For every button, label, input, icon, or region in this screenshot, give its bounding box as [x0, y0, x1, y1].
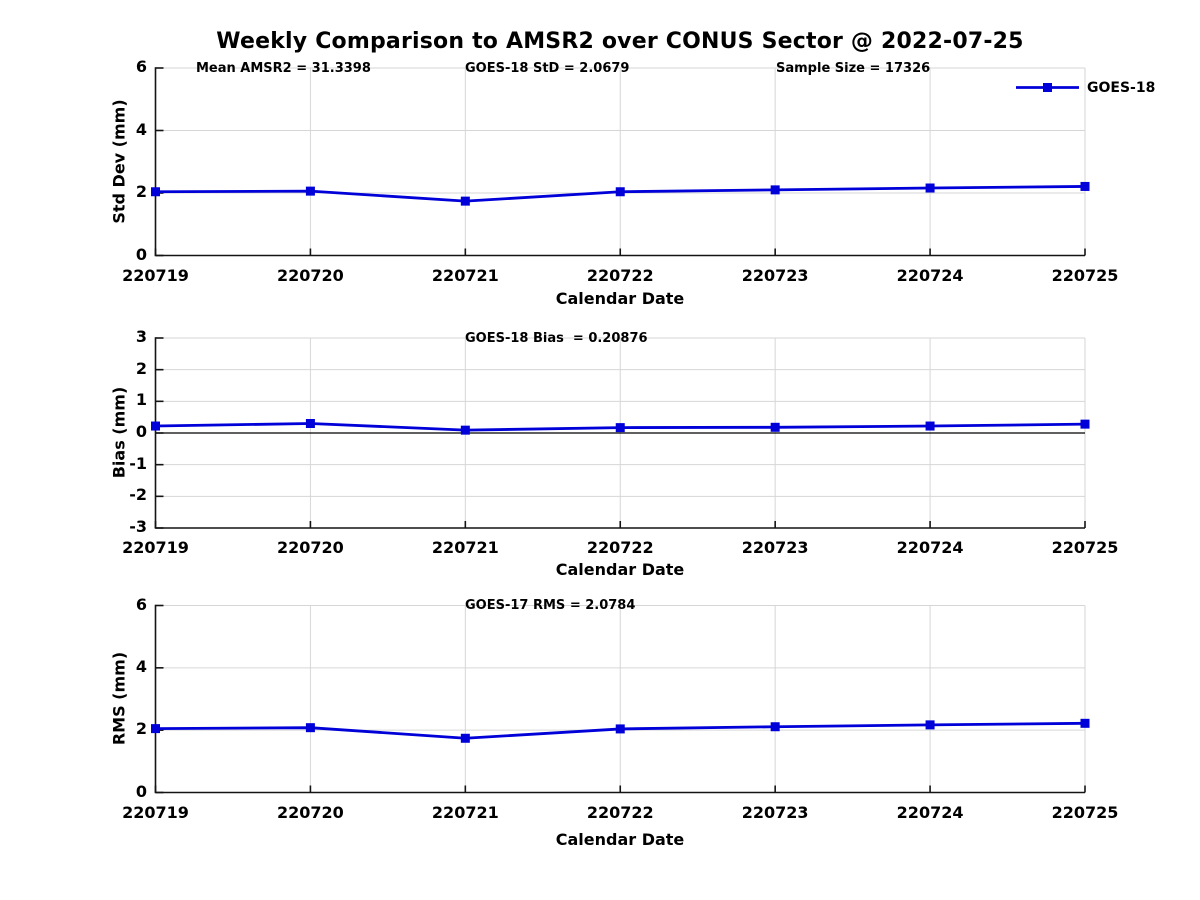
y-axis-label-std-dev: Std Dev (mm) [109, 99, 129, 224]
data-point-marker [770, 185, 780, 195]
y-axis-label-rms: RMS (mm) [109, 651, 129, 746]
legend-marker-sample [1043, 83, 1052, 92]
y-tick-label: 4 [135, 656, 147, 676]
x-axis-label-std-dev: Calendar Date [555, 289, 685, 308]
figure-title: Weekly Comparison to AMSR2 over CONUS Se… [216, 29, 1024, 54]
data-point-marker [770, 422, 780, 432]
data-point-marker [305, 186, 315, 196]
y-tick-label: 4 [135, 119, 147, 139]
x-tick-label: 220725 [1051, 538, 1119, 557]
data-point-marker [151, 421, 160, 431]
y-tick-label: -2 [129, 485, 147, 505]
x-tick-label: 220719 [122, 266, 189, 285]
x-tick-label: 220722 [586, 803, 654, 822]
y-tick-label: -3 [129, 517, 147, 536]
x-tick-label: 220725 [1051, 803, 1119, 822]
data-point-marker [460, 733, 470, 743]
x-tick-label: 220724 [896, 803, 964, 822]
x-tick-label: 220719 [122, 803, 189, 822]
y-tick-label: 0 [135, 781, 147, 801]
y-tick-label: 2 [135, 719, 147, 739]
chart-annotation: Sample Size = 17326 [776, 61, 931, 76]
y-tick-label: 6 [135, 57, 147, 76]
chart-annotation: GOES-17 RMS = 2.0784 [465, 598, 636, 613]
x-tick-label: 220721 [431, 266, 499, 285]
x-tick-label: 220720 [277, 538, 344, 557]
y-tick-label: 2 [135, 358, 147, 378]
data-point-marker [305, 419, 315, 428]
x-tick-label: 220723 [741, 803, 809, 822]
data-point-marker [305, 723, 315, 733]
data-point-marker [770, 722, 780, 732]
data-point-marker [925, 183, 935, 193]
x-tick-label: 220721 [431, 803, 499, 822]
data-point-marker [151, 187, 160, 197]
x-tick-label: 220723 [741, 538, 809, 557]
x-axis-label-rms: Calendar Date [555, 830, 685, 849]
y-tick-label: 2 [135, 182, 147, 201]
x-tick-label: 220723 [741, 266, 809, 285]
x-axis-label-bias: Calendar Date [555, 560, 685, 579]
data-point-marker [460, 425, 470, 435]
x-tick-label: 220724 [896, 538, 964, 557]
y-tick-label: 0 [135, 244, 147, 264]
data-point-marker [615, 187, 625, 197]
x-tick-label: 220722 [586, 538, 654, 557]
chart-annotation: GOES-18 Bias = 0.20876 [465, 331, 648, 346]
data-point-marker [615, 423, 625, 433]
chart-annotation: GOES-18 StD = 2.0679 [465, 61, 630, 76]
data-point-marker [1080, 181, 1090, 191]
y-tick-label: 6 [135, 594, 147, 614]
data-point-marker [615, 724, 625, 734]
data-point-marker [1080, 718, 1090, 728]
y-tick-label: 3 [135, 327, 147, 346]
x-tick-label: 220722 [586, 266, 654, 285]
x-tick-label: 220720 [277, 266, 344, 285]
legend-entry-goes-18: GOES-18 [1087, 80, 1156, 96]
data-point-marker [925, 421, 935, 431]
data-point-marker [1080, 419, 1090, 429]
data-point-marker [151, 724, 160, 734]
x-tick-label: 220719 [122, 538, 189, 557]
y-tick-label: -1 [129, 453, 147, 473]
y-tick-label: 0 [135, 422, 147, 441]
y-tick-label: 1 [135, 390, 147, 410]
x-tick-label: 220721 [431, 538, 499, 557]
x-tick-label: 220724 [896, 266, 964, 285]
x-tick-label: 220725 [1051, 266, 1119, 285]
chart-annotation: Mean AMSR2 = 31.3398 [196, 61, 371, 76]
data-point-marker [460, 196, 470, 206]
x-tick-label: 220720 [277, 803, 344, 822]
data-point-marker [925, 720, 935, 730]
